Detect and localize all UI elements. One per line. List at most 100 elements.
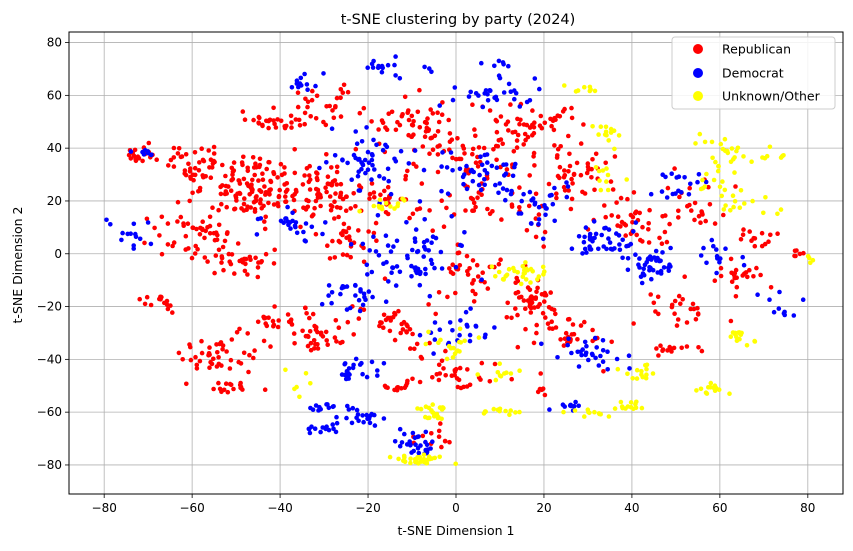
data-point xyxy=(191,177,196,183)
data-point xyxy=(397,426,403,432)
data-point xyxy=(450,97,456,103)
data-point xyxy=(634,367,640,373)
data-point xyxy=(505,300,511,306)
data-point xyxy=(392,387,397,393)
data-point xyxy=(146,140,152,146)
data-point xyxy=(408,456,413,462)
data-point xyxy=(262,387,268,393)
data-point xyxy=(410,123,416,128)
data-point xyxy=(712,221,718,226)
data-point xyxy=(258,216,264,221)
data-point xyxy=(752,236,758,241)
data-point xyxy=(730,330,736,335)
data-point xyxy=(680,297,685,302)
data-point xyxy=(458,340,464,345)
data-point xyxy=(453,290,458,296)
data-point xyxy=(183,152,189,157)
data-point xyxy=(334,414,339,420)
data-point xyxy=(438,249,444,255)
data-point xyxy=(345,160,350,166)
data-point xyxy=(515,132,521,138)
data-point xyxy=(148,302,154,308)
data-point xyxy=(545,321,551,327)
data-point xyxy=(536,212,542,217)
data-point xyxy=(576,403,581,409)
data-point xyxy=(266,159,271,165)
data-point xyxy=(360,302,366,308)
data-point xyxy=(341,221,347,227)
data-point xyxy=(286,222,291,228)
data-point xyxy=(211,151,217,156)
data-point xyxy=(382,188,387,194)
data-point xyxy=(475,195,480,200)
x-tick-label: 40 xyxy=(624,501,639,515)
data-point xyxy=(171,155,177,160)
data-point xyxy=(381,176,387,181)
x-tick-label: −20 xyxy=(355,501,380,515)
data-point xyxy=(271,202,277,207)
data-point xyxy=(473,204,478,210)
data-point xyxy=(424,125,430,131)
data-point xyxy=(476,145,482,150)
data-point xyxy=(157,233,162,238)
data-point xyxy=(500,186,506,191)
data-point xyxy=(718,273,724,279)
data-point xyxy=(494,129,500,135)
data-point xyxy=(672,298,678,304)
data-point xyxy=(415,406,420,411)
data-point xyxy=(598,124,604,129)
data-point xyxy=(702,184,708,189)
data-point xyxy=(651,300,657,306)
data-point xyxy=(363,170,368,176)
data-point xyxy=(648,292,653,297)
data-point xyxy=(634,232,639,238)
data-point xyxy=(742,201,747,206)
data-point xyxy=(338,114,344,119)
data-point xyxy=(614,231,619,236)
data-point xyxy=(326,181,332,187)
data-point xyxy=(618,399,624,405)
data-point xyxy=(684,344,690,349)
data-point xyxy=(306,426,312,432)
data-point xyxy=(240,162,245,168)
data-point xyxy=(676,293,682,299)
data-point xyxy=(513,161,518,167)
data-point xyxy=(717,184,723,190)
data-point xyxy=(228,357,234,363)
data-point xyxy=(313,83,318,89)
data-point xyxy=(315,171,320,176)
data-point xyxy=(329,290,335,295)
data-point xyxy=(716,387,722,393)
data-point xyxy=(275,324,281,330)
data-point xyxy=(709,237,715,243)
data-point xyxy=(429,135,435,141)
data-point xyxy=(437,103,443,108)
data-point xyxy=(542,203,547,208)
data-point xyxy=(797,251,803,257)
data-point xyxy=(364,262,370,268)
data-point xyxy=(396,308,401,314)
data-point xyxy=(197,358,203,364)
data-point xyxy=(758,272,763,278)
data-point xyxy=(439,266,445,271)
data-point xyxy=(527,301,533,306)
data-point xyxy=(338,190,344,196)
data-point xyxy=(566,169,571,174)
data-point xyxy=(272,247,278,253)
data-point xyxy=(262,184,267,189)
data-point xyxy=(527,98,533,103)
data-point xyxy=(648,265,653,271)
data-point xyxy=(361,419,366,425)
data-point xyxy=(646,221,651,226)
data-point xyxy=(307,163,313,169)
data-point xyxy=(605,349,610,355)
data-point xyxy=(387,454,393,460)
data-point xyxy=(530,196,536,201)
data-point xyxy=(447,131,453,136)
data-point xyxy=(329,126,335,131)
data-point xyxy=(640,271,646,276)
data-point xyxy=(673,191,678,196)
data-point xyxy=(291,197,297,203)
data-point xyxy=(164,302,170,308)
data-point xyxy=(453,264,459,270)
